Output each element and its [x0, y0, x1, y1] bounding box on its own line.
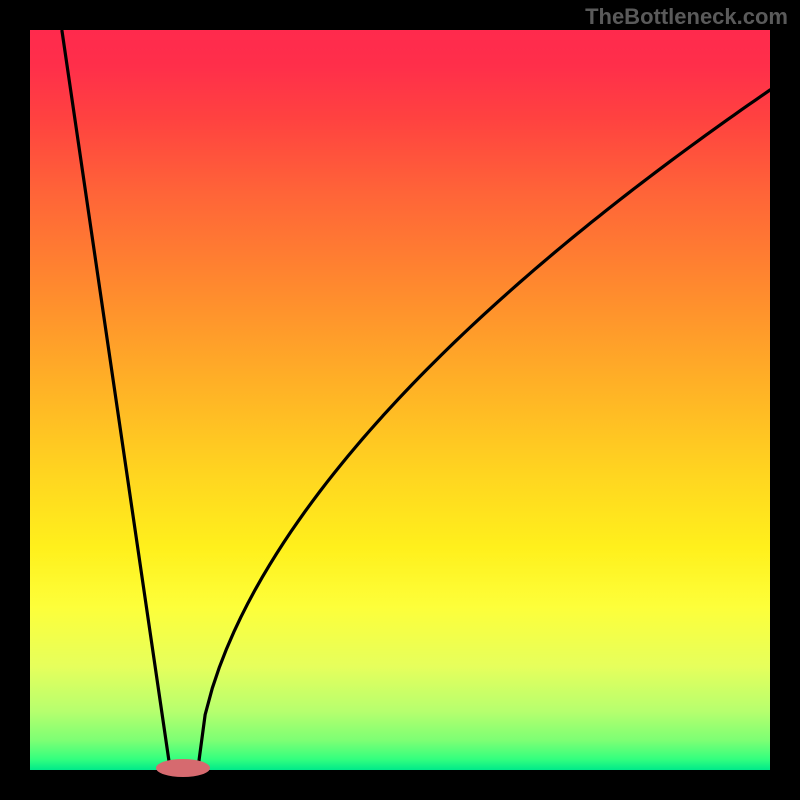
chart-container: TheBottleneck.com [0, 0, 800, 800]
optimal-marker [156, 759, 210, 777]
plot-area [30, 30, 770, 770]
watermark-text: TheBottleneck.com [585, 4, 788, 30]
chart-svg [0, 0, 800, 800]
